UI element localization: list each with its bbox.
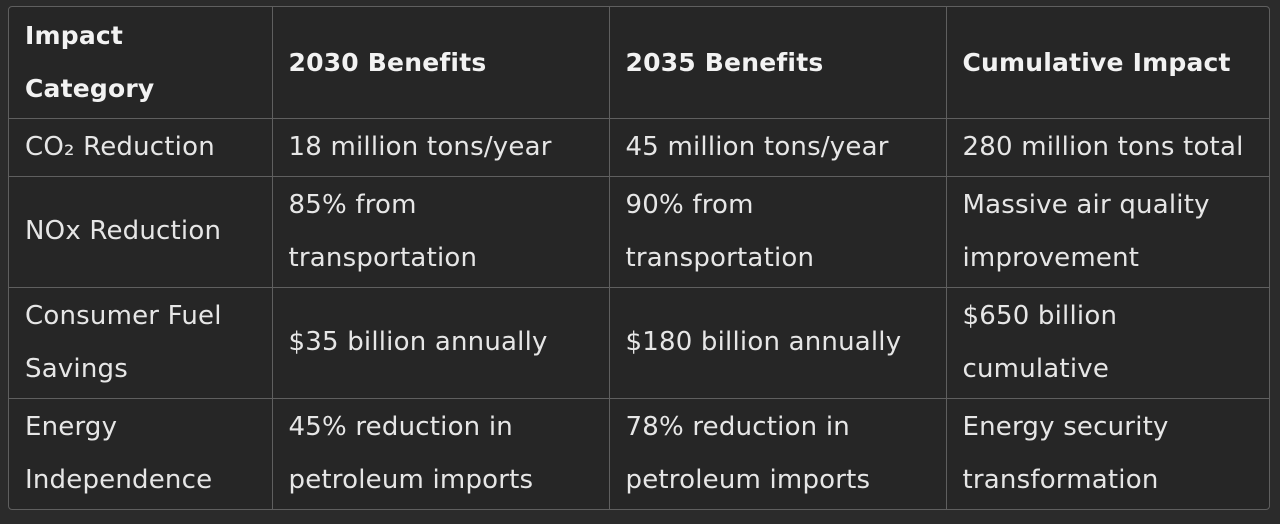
table-cell: CO₂ Reduction — [9, 118, 273, 177]
table-cell: 90% from transportation — [609, 176, 947, 288]
table-cell: Massive air quality improvement — [946, 176, 1269, 288]
table-row: Consumer Fuel Savings $35 billion annual… — [9, 287, 1269, 399]
header-2030-benefits: 2030 Benefits — [272, 7, 610, 119]
impact-table: Impact Category 2030 Benefits 2035 Benef… — [8, 6, 1270, 510]
table-row: CO₂ Reduction 18 million tons/year 45 mi… — [9, 118, 1269, 177]
table-cell: $650 billion cumulative — [946, 287, 1269, 399]
table-cell: $35 billion annually — [272, 287, 610, 399]
table-cell: $180 billion annually — [609, 287, 947, 399]
table-cell: NOx Reduction — [9, 176, 273, 288]
table-cell: Energy Independence — [9, 398, 273, 509]
table-cell: 45% reduction in petroleum imports — [272, 398, 610, 509]
table-cell: 85% from transportation — [272, 176, 610, 288]
table-cell: 18 million tons/year — [272, 118, 610, 177]
header-cumulative-impact: Cumulative Impact — [946, 7, 1269, 119]
table-cell: 78% reduction in petroleum imports — [609, 398, 947, 509]
table-cell: 280 million tons total — [946, 118, 1269, 177]
impact-table-grid: Impact Category 2030 Benefits 2035 Benef… — [9, 7, 1269, 509]
table-cell: 45 million tons/year — [609, 118, 947, 177]
header-2035-benefits: 2035 Benefits — [609, 7, 947, 119]
table-header-row: Impact Category 2030 Benefits 2035 Benef… — [9, 7, 1269, 119]
table-cell: Consumer Fuel Savings — [9, 287, 273, 399]
table-row: Energy Independence 45% reduction in pet… — [9, 398, 1269, 509]
table-cell: Energy security transformation — [962, 411, 1169, 495]
header-impact-category: Impact Category — [9, 7, 273, 119]
table-row: NOx Reduction 85% from transportation 90… — [9, 176, 1269, 288]
